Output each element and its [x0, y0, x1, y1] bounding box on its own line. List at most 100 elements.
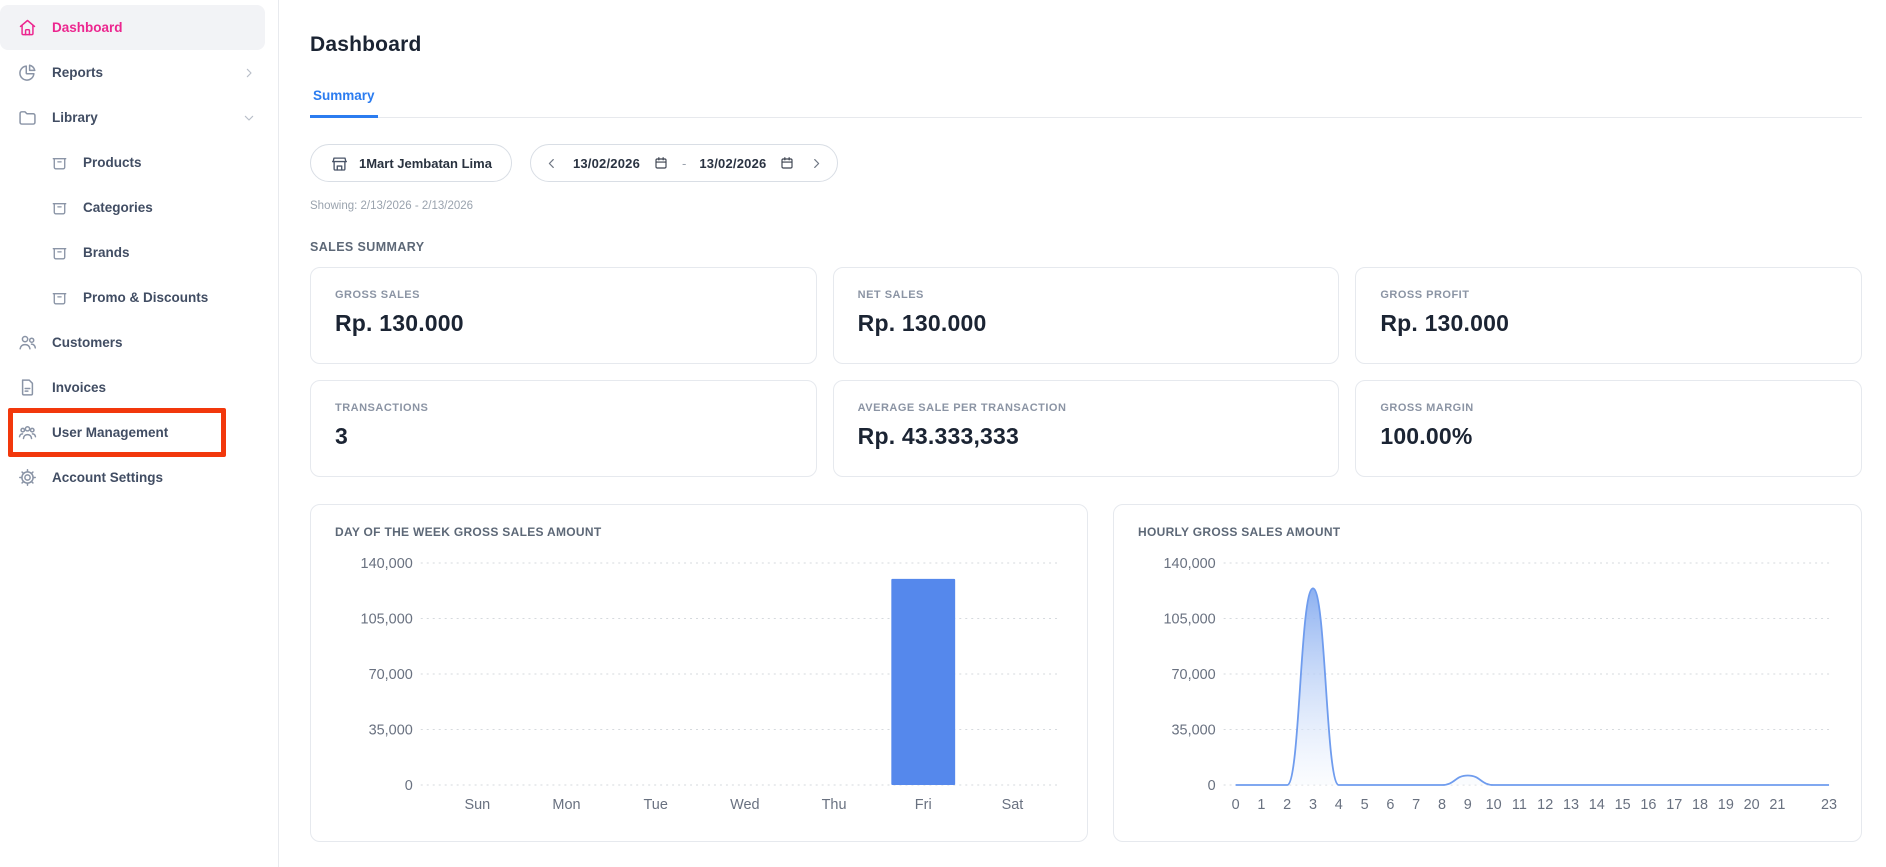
users-icon: [17, 332, 38, 353]
svg-text:23: 23: [1821, 797, 1837, 813]
summary-card-average-sale-per-transaction: AVERAGE SALE PER TRANSACTION Rp. 43.333,3…: [832, 380, 1340, 477]
svg-text:35,000: 35,000: [1172, 722, 1216, 738]
svg-text:Tue: Tue: [644, 797, 668, 813]
svg-text:12: 12: [1537, 797, 1553, 813]
card-label: AVERAGE SALE PER TRANSACTION: [857, 402, 1067, 414]
sidebar-item-reports[interactable]: Reports: [0, 50, 265, 95]
tab-bar: Summary: [310, 88, 1862, 118]
box-icon: [50, 153, 69, 172]
svg-text:14: 14: [1589, 797, 1605, 813]
sidebar-item-label: Products: [83, 155, 142, 170]
svg-text:8: 8: [1438, 797, 1446, 813]
card-value: 100.00%: [1380, 423, 1473, 449]
svg-text:19: 19: [1718, 797, 1734, 813]
svg-text:17: 17: [1666, 797, 1682, 813]
card-label: GROSS MARGIN: [1380, 402, 1474, 414]
box-icon: [50, 288, 69, 307]
summary-card-gross-profit: GROSS PROFIT Rp. 130.000: [1355, 267, 1862, 364]
sidebar-item-label: Account Settings: [52, 470, 164, 485]
pie-icon: [17, 62, 38, 83]
svg-text:70,000: 70,000: [1172, 667, 1216, 683]
svg-text:0: 0: [1208, 778, 1216, 794]
sidebar-item-promo-discounts[interactable]: Promo & Discounts: [0, 275, 265, 320]
card-label: NET SALES: [857, 289, 924, 301]
summary-card-net-sales: NET SALES Rp. 130.000: [832, 267, 1340, 364]
svg-text:Wed: Wed: [730, 797, 759, 813]
day-of-week-bar-chart: 0 35,000 70,000 105,000 140,000 Sun Mon Tue Wed T…: [361, 556, 1058, 813]
sidebar-item-label: Library: [52, 110, 98, 125]
start-date-value[interactable]: 13/02/2026: [572, 155, 641, 171]
main-content: Dashboard Summary 1Mart Jembatan Lima 13…: [279, 0, 1886, 867]
invoice-icon: [17, 377, 38, 398]
summary-card-gross-sales: GROSS SALES Rp. 130.000: [310, 267, 817, 364]
box-icon: [50, 198, 69, 217]
card-value: Rp. 43.333,333: [857, 423, 1020, 449]
card-label: GROSS SALES: [335, 289, 420, 301]
svg-text:2: 2: [1283, 797, 1291, 813]
end-date-value[interactable]: 13/02/2026: [699, 155, 767, 171]
sidebar-item-label: Categories: [83, 200, 153, 215]
svg-text:3: 3: [1309, 797, 1317, 813]
store-icon: [330, 154, 349, 173]
hourly-chart-card: HOURLY GROSS SALES AMOUNT 0 35,000 70,000 1…: [1113, 504, 1862, 842]
sidebar-item-invoices[interactable]: Invoices: [0, 365, 265, 410]
hourly-chart-title: HOURLY GROSS SALES AMOUNT: [1138, 525, 1341, 539]
svg-text:6: 6: [1386, 797, 1394, 813]
svg-text:70,000: 70,000: [369, 667, 413, 683]
svg-text:0: 0: [405, 778, 413, 794]
svg-text:Mon: Mon: [552, 797, 580, 813]
svg-text:21: 21: [1769, 797, 1785, 813]
store-selector-button[interactable]: 1Mart Jembatan Lima: [310, 144, 512, 182]
card-label: GROSS PROFIT: [1380, 289, 1470, 301]
date-range-picker: 13/02/2026 - 13/02/2026: [529, 144, 839, 182]
svg-text:11: 11: [1512, 797, 1527, 813]
charts-row: DAY OF THE WEEK GROSS SALES AMOUNT 0 35,0…: [310, 504, 1862, 842]
home-icon: [17, 17, 38, 38]
svg-text:140,000: 140,000: [361, 556, 413, 572]
page-title: Dashboard: [310, 33, 422, 56]
previous-date-button[interactable]: [543, 155, 560, 172]
next-date-button[interactable]: [808, 155, 825, 172]
sidebar-item-dashboard[interactable]: Dashboard: [0, 5, 265, 50]
calendar-icon[interactable]: [779, 155, 795, 171]
card-label: TRANSACTIONS: [335, 402, 429, 414]
card-value: Rp. 130.000: [335, 310, 464, 336]
summary-cards-grid: GROSS SALES Rp. 130.000 NET SALES Rp. 130.0…: [310, 267, 1862, 477]
day-of-week-chart-card: DAY OF THE WEEK GROSS SALES AMOUNT 0 35,0…: [310, 504, 1088, 842]
sidebar-item-label: Invoices: [52, 380, 107, 395]
svg-text:5: 5: [1361, 797, 1369, 813]
card-value: 3: [335, 423, 348, 449]
svg-text:Fri: Fri: [915, 797, 932, 813]
card-value: Rp. 130.000: [857, 310, 987, 336]
sidebar-item-label: User Management: [52, 425, 169, 440]
sidebar-item-account-settings[interactable]: Account Settings: [0, 455, 265, 500]
card-value: Rp. 130.000: [1380, 310, 1510, 336]
svg-text:20: 20: [1744, 797, 1760, 813]
sidebar-item-user-management[interactable]: User Management: [0, 408, 265, 457]
date-range-separator: -: [682, 155, 687, 171]
svg-text:0: 0: [1232, 797, 1240, 813]
svg-text:Sun: Sun: [464, 797, 490, 813]
sidebar-item-customers[interactable]: Customers: [0, 320, 265, 365]
svg-text:10: 10: [1486, 797, 1502, 813]
svg-text:16: 16: [1640, 797, 1656, 813]
box-icon: [50, 243, 69, 262]
tab-summary[interactable]: Summary: [310, 88, 378, 118]
svg-text:105,000: 105,000: [1164, 611, 1216, 627]
svg-text:Thu: Thu: [822, 797, 847, 813]
svg-text:18: 18: [1692, 797, 1708, 813]
sidebar-item-label: Dashboard: [52, 20, 123, 35]
sidebar-item-categories[interactable]: Categories: [0, 185, 265, 230]
sidebar-item-brands[interactable]: Brands: [0, 230, 265, 275]
svg-text:Sat: Sat: [1002, 797, 1024, 813]
calendar-icon[interactable]: [653, 155, 669, 171]
summary-card-gross-margin: GROSS MARGIN 100.00%: [1355, 380, 1862, 477]
sidebar-item-products[interactable]: Products: [0, 140, 265, 185]
sidebar-item-library[interactable]: Library: [0, 95, 265, 140]
showing-range-text: Showing: 2/13/2026 - 2/13/2026: [310, 200, 474, 212]
gear-icon: [17, 467, 38, 488]
sales-summary-heading: SALES SUMMARY: [310, 240, 425, 254]
sidebar-nav: Dashboard Reports Library Products Categorie…: [0, 5, 278, 500]
